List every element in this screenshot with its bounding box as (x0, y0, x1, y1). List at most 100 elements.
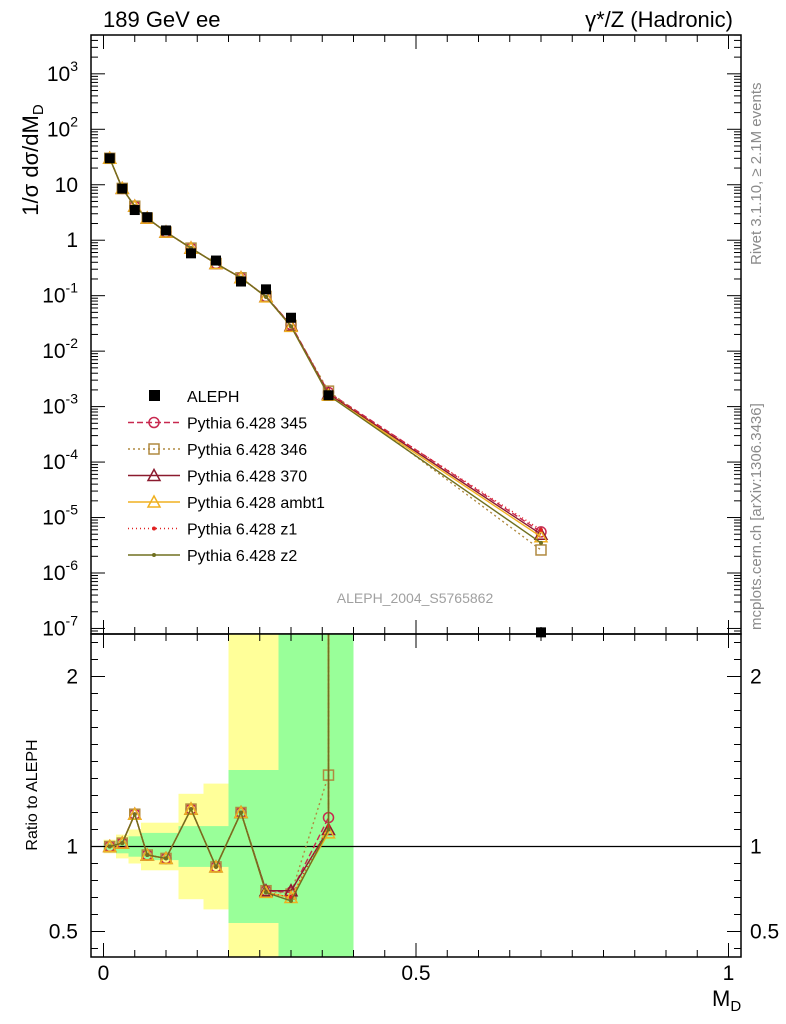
mc-series-1 (104, 152, 547, 556)
legend-label: Pythia 6.428 z1 (187, 522, 297, 539)
uncertainty-band-inner (278, 634, 304, 957)
ratio-point (264, 890, 268, 895)
legend-label: ALEPH (187, 389, 239, 406)
y-tick-label: 10-1 (42, 280, 78, 308)
data-point (186, 248, 196, 259)
legend-entry: Pythia 6.428 z2 (128, 548, 297, 565)
legend-entry: ALEPH (149, 389, 239, 406)
ratio-point (214, 864, 218, 869)
data-series (104, 153, 546, 638)
data-point (142, 212, 153, 223)
svg-text:1/σ dσ/dMD: 1/σ dσ/dMD (18, 104, 47, 216)
rivet-label: Rivet 3.1.10, ≥ 2.1M events (748, 83, 765, 266)
mc-series-3 (102, 150, 549, 543)
legend-marker (148, 443, 160, 455)
mcplots-label: mcplots.cern.ch [arXiv:1306.3436] (748, 403, 765, 630)
ratio-y-tick-label: 2 (66, 666, 78, 689)
legend-marker (146, 467, 162, 482)
ratio-point (145, 853, 150, 857)
data-point (211, 255, 221, 266)
data-point (236, 276, 246, 287)
main-ylabel: 1/σ dσ/dMD (18, 104, 47, 216)
ratio-line (109, 634, 330, 902)
data-point (323, 390, 334, 401)
ratio-point (127, 806, 143, 820)
ratio-panel: 0.5 0.5 1 1 2 2 0 0.5 1 (49, 633, 779, 985)
mc-series-5 (107, 156, 543, 545)
ratio-point (258, 884, 274, 899)
main-frame (90, 34, 742, 635)
legend-label: Pythia 6.428 370 (187, 469, 307, 486)
x-axis-label: MD (712, 986, 741, 1015)
x-tick-label: 1 (723, 962, 735, 985)
mc-series-0 (104, 152, 547, 538)
ratio-point (114, 835, 130, 849)
y-tick-label: 10-4 (42, 446, 78, 474)
ratio-point (326, 827, 331, 832)
ratio-y-tick-label-right: 0.5 (750, 921, 779, 944)
y-tick-label: 103 (47, 58, 78, 86)
legend-label: Pythia 6.428 ambt1 (187, 495, 325, 512)
y-tick-label: 10-3 (42, 391, 78, 419)
y-tick-label: 10-6 (42, 557, 78, 585)
legend-marker (152, 553, 156, 557)
x-tick-label: 0.5 (401, 962, 430, 985)
ratio-point (289, 898, 293, 903)
ratio-point (321, 821, 336, 836)
x-tick-label: 0 (98, 962, 110, 985)
ratio-y-tick-label-right: 1 (750, 836, 762, 859)
legend-entry: Pythia 6.428 z1 (128, 522, 297, 539)
y-tick-label: 10-7 (42, 612, 78, 640)
legend-entry: Pythia 6.428 ambt1 (128, 494, 325, 512)
ratio-ylabel: Ratio to ALEPH (24, 739, 41, 850)
legend-entry: Pythia 6.428 370 (128, 467, 307, 486)
analysis-watermark: ALEPH_2004_S5765862 (337, 590, 494, 606)
ratio-y-tick-label-right: 2 (750, 666, 762, 689)
svg-text:MD: MD (712, 986, 741, 1015)
legend: ALEPH Pythia 6.428 345 Pythia 6.428 346 Pyt… (128, 389, 325, 565)
ratio-point (208, 859, 224, 873)
ratio-point (132, 812, 137, 817)
process-label: γ*/Z (Hadronic) (585, 7, 733, 32)
ratio-point (321, 825, 336, 839)
data-point (117, 183, 128, 194)
mc-point (539, 527, 543, 532)
ratio-point (164, 856, 168, 861)
legend-marker (146, 494, 162, 508)
mc-line (109, 158, 542, 535)
ratio-point (239, 810, 243, 815)
data-point (161, 225, 171, 236)
data-point (286, 312, 296, 323)
legend-entry: Pythia 6.428 345 (128, 416, 307, 433)
mc-point (283, 318, 299, 333)
legend-label: Pythia 6.428 345 (187, 416, 307, 433)
y-tick-label: 10-5 (42, 502, 78, 530)
legend-marker (152, 526, 156, 531)
ratio-frame (90, 633, 742, 958)
y-tick-label: 10-2 (42, 335, 78, 363)
mc-line (109, 158, 542, 531)
ratio-y-tick-label: 0.5 (49, 921, 78, 944)
mc-point (539, 540, 543, 545)
mc-series-2 (102, 150, 549, 540)
legend-label: Pythia 6.428 346 (187, 442, 307, 459)
legend-marker (149, 390, 160, 401)
ratio-point (233, 804, 249, 819)
mc-point (289, 324, 293, 329)
y-tick-label: 1 (66, 229, 78, 252)
mc-line (109, 158, 542, 544)
ratio-point (107, 844, 112, 849)
ratio-point (189, 807, 193, 812)
mc-line (109, 158, 542, 538)
mc-point (264, 294, 268, 299)
ratio-point (120, 841, 125, 846)
energy-label: 189 GeV ee (103, 7, 220, 32)
data-point (261, 284, 271, 295)
mc-point (535, 544, 547, 556)
data-point (104, 153, 115, 164)
data-point (129, 205, 140, 216)
y-tick-label: 102 (47, 113, 78, 141)
mc-point (533, 526, 549, 540)
